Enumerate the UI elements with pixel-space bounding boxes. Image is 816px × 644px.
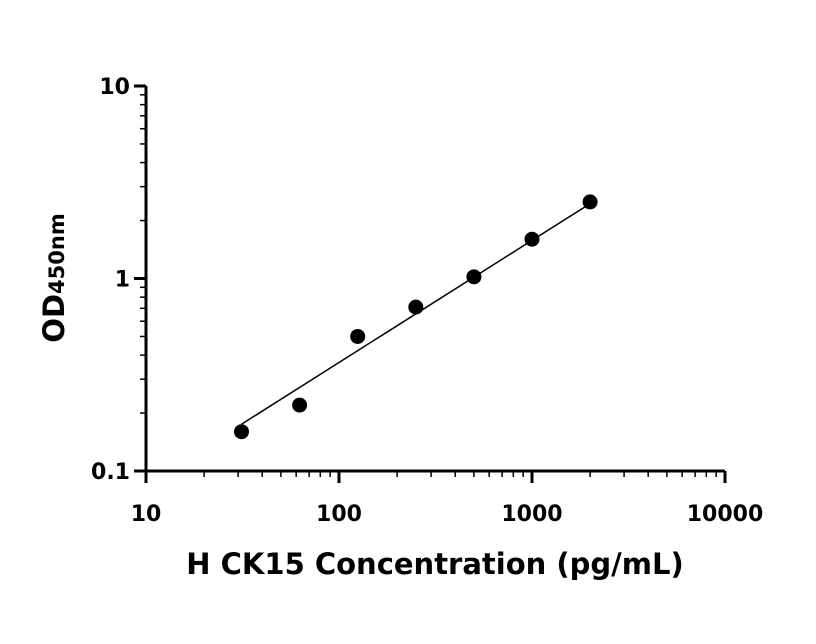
x-tick-label: 1000 (501, 502, 562, 527)
y-tick-label: 0.1 (91, 460, 130, 485)
data-points-layer (234, 194, 598, 440)
data-point (292, 397, 308, 413)
x-tick-label: 10000 (687, 502, 764, 527)
y-tick-label: 10 (99, 75, 130, 100)
axes-layer: 10 100 1000 10000 0.1 1 10 (91, 75, 763, 527)
data-point (582, 194, 598, 210)
data-point (524, 231, 540, 247)
data-point (408, 299, 424, 315)
data-point (350, 328, 366, 344)
y-axis-title-subscript: 450nm (45, 213, 69, 294)
labels-layer: H CK15 Concentration (pg/mL) OD450nm (37, 213, 684, 581)
y-axis-title: OD450nm (37, 213, 71, 342)
data-point (466, 269, 482, 285)
x-tick-label: 10 (131, 502, 162, 527)
x-axis-title: H CK15 Concentration (pg/mL) (186, 547, 683, 581)
data-point (234, 424, 250, 440)
y-axis-title-main: OD (37, 294, 71, 343)
y-tick-label: 1 (115, 268, 130, 293)
x-tick-label: 100 (316, 502, 362, 527)
